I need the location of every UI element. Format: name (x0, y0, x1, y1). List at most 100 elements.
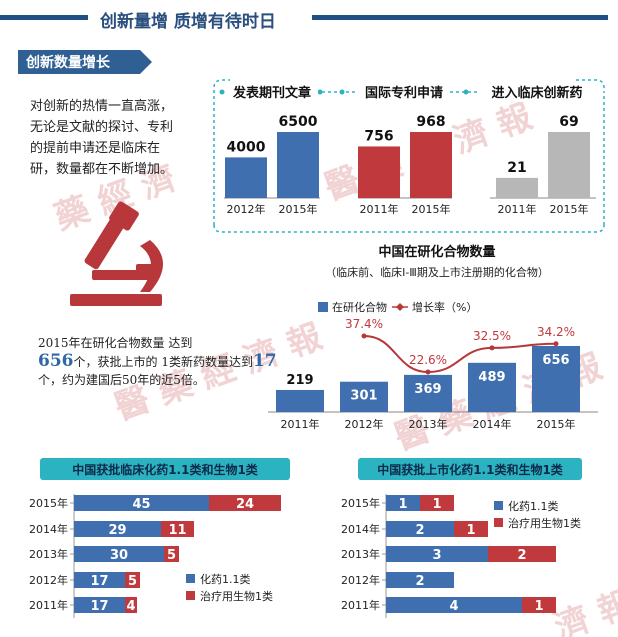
growth-label: 32.5% (473, 329, 511, 343)
x-tick-label: 2015年 (412, 202, 451, 216)
bar-value-label: 6500 (279, 114, 318, 130)
x-tick-label: 2015年 (537, 417, 576, 431)
bar-segment-bio (488, 546, 556, 562)
chart-title: 中国在研化合物数量 (378, 244, 495, 260)
stat-number-new-drugs: 17 (252, 351, 277, 371)
x-tick-label: 2011年 (281, 417, 320, 431)
chart-subtitle: （临床前、临床Ⅰ-Ⅲ期及上市注册期的化合物） (325, 265, 549, 279)
clinical-drugs-chart: 进入临床创新药 21 2011年 69 2015年 (484, 82, 596, 216)
bar-value-label: 21 (507, 160, 526, 176)
bar-segment-bio (125, 572, 140, 588)
x-tick-label: 2015年 (279, 202, 318, 216)
bar (358, 146, 400, 198)
y-tick-label: 2012年 (341, 573, 380, 587)
chart-title-bar (40, 458, 290, 480)
bar-value-label: 4 (449, 599, 458, 614)
bar-segment-bio (164, 546, 179, 562)
bar-segment-chem (74, 495, 209, 511)
bar-value-label: 1 (398, 497, 407, 512)
bar (225, 157, 267, 198)
legend-swatch (494, 501, 503, 510)
chart-title-bg (484, 82, 590, 102)
bar-segment-chem (74, 546, 164, 562)
bar (468, 362, 516, 412)
patent-applications-chart: 国际专利申请 756 2011年 968 2015年 (358, 82, 452, 216)
growth-label: 22.6% (409, 353, 447, 367)
x-tick-label: 2014年 (473, 417, 512, 431)
bar-segment-bio (420, 495, 454, 511)
subtitle-text: 创新数量增长 (25, 54, 111, 71)
bar-value-label: 30 (110, 548, 128, 563)
bar-segment-bio (454, 521, 488, 537)
bar-segment-chem (386, 495, 420, 511)
bar (548, 132, 590, 198)
y-tick-label: 2014年 (341, 522, 380, 536)
bar-segment-chem (386, 521, 454, 537)
bar-value-label: 1 (432, 497, 441, 512)
svg-text:濟 報: 濟 報 (549, 584, 618, 637)
legend-label-growth: 增长率（%） (412, 300, 477, 314)
bar-value-label: 17 (90, 599, 108, 614)
y-tick-label: 2011年 (341, 598, 380, 612)
growth-point (361, 333, 367, 339)
bar-value-label: 756 (364, 128, 393, 144)
x-tick-label: 2012年 (227, 202, 266, 216)
bar-value-label: 1 (466, 523, 475, 538)
header-line (0, 15, 608, 20)
journal-articles-chart: 发表期刊文章 4000 2012年 6500 2015年 (224, 82, 320, 216)
y-tick-label: 2013年 (29, 547, 68, 561)
legend-swatch (494, 518, 503, 527)
bar-segment-bio (522, 597, 556, 613)
bar (410, 132, 452, 198)
chart-title: 进入临床创新药 (491, 85, 582, 101)
bar-segment-chem (386, 597, 522, 613)
bar (276, 389, 324, 412)
y-tick-label: 2015年 (341, 496, 380, 510)
legend-swatch (186, 574, 195, 583)
chart-title: 中国获批临床化药1.1类和生物1类 (72, 462, 259, 477)
bar (532, 346, 580, 412)
top-panel-frame (213, 79, 605, 233)
stat-text-mid: 个，获批上市的 1类新药数量达到 (73, 355, 253, 369)
bar-segment-bio (209, 495, 281, 511)
intro-paragraph: 对创新的热情一直高涨，无论是文献的探讨、专利的提前申请还是临床在研，数量都在不断… (30, 99, 174, 177)
bar-segment-bio (161, 521, 194, 537)
x-tick-label: 2011年 (498, 202, 537, 216)
bar-value-label: 29 (108, 523, 126, 538)
bar-value-label: 968 (416, 114, 445, 130)
stat-text-post: 个，约为建国后50年的近5倍。 (38, 373, 205, 387)
chart-title-bar (358, 458, 582, 480)
bar-segment-chem (74, 521, 161, 537)
growth-label: 37.4% (345, 317, 383, 331)
bar-value-label: 489 (478, 370, 505, 385)
y-tick-label: 2014年 (29, 522, 68, 536)
legend-label: 化药1.1类 (200, 572, 251, 586)
bar-value-label: 1 (534, 599, 543, 614)
bar-value-label: 2 (517, 548, 526, 563)
chart-title: 发表期刊文章 (232, 85, 311, 101)
x-tick-label: 2011年 (360, 202, 399, 216)
bar-value-label: 2 (415, 523, 424, 538)
stat-number-compounds: 656 (38, 351, 74, 371)
growth-label: 34.2% (537, 325, 575, 339)
bar-value-label: 69 (559, 114, 578, 130)
bar-value-label: 2 (415, 574, 424, 589)
growth-point (489, 345, 495, 351)
bar-value-label: 3 (432, 548, 441, 563)
bar-value-label: 301 (350, 389, 377, 404)
bar (340, 381, 388, 412)
bar-value-label: 24 (236, 497, 254, 512)
bar-value-label: 11 (168, 523, 186, 538)
y-tick-label: 2011年 (29, 598, 68, 612)
growth-point (425, 369, 431, 375)
legend-label: 化药1.1类 (508, 499, 559, 513)
header-title: 创新量增 质增有待时日 (99, 11, 276, 32)
bar-segment-chem (74, 572, 125, 588)
legend-swatch-compounds (318, 302, 328, 312)
bar-value-label: 4 (126, 599, 135, 614)
stat-paragraph: 2015年在研化合物数量 达到 656个，获批上市的 1类新药数量达到17 个，约… (38, 334, 278, 389)
legend-label-compounds: 在研化合物 (332, 300, 387, 314)
bar-value-label: 656 (542, 353, 569, 368)
chart-title: 国际专利申请 (365, 85, 443, 101)
